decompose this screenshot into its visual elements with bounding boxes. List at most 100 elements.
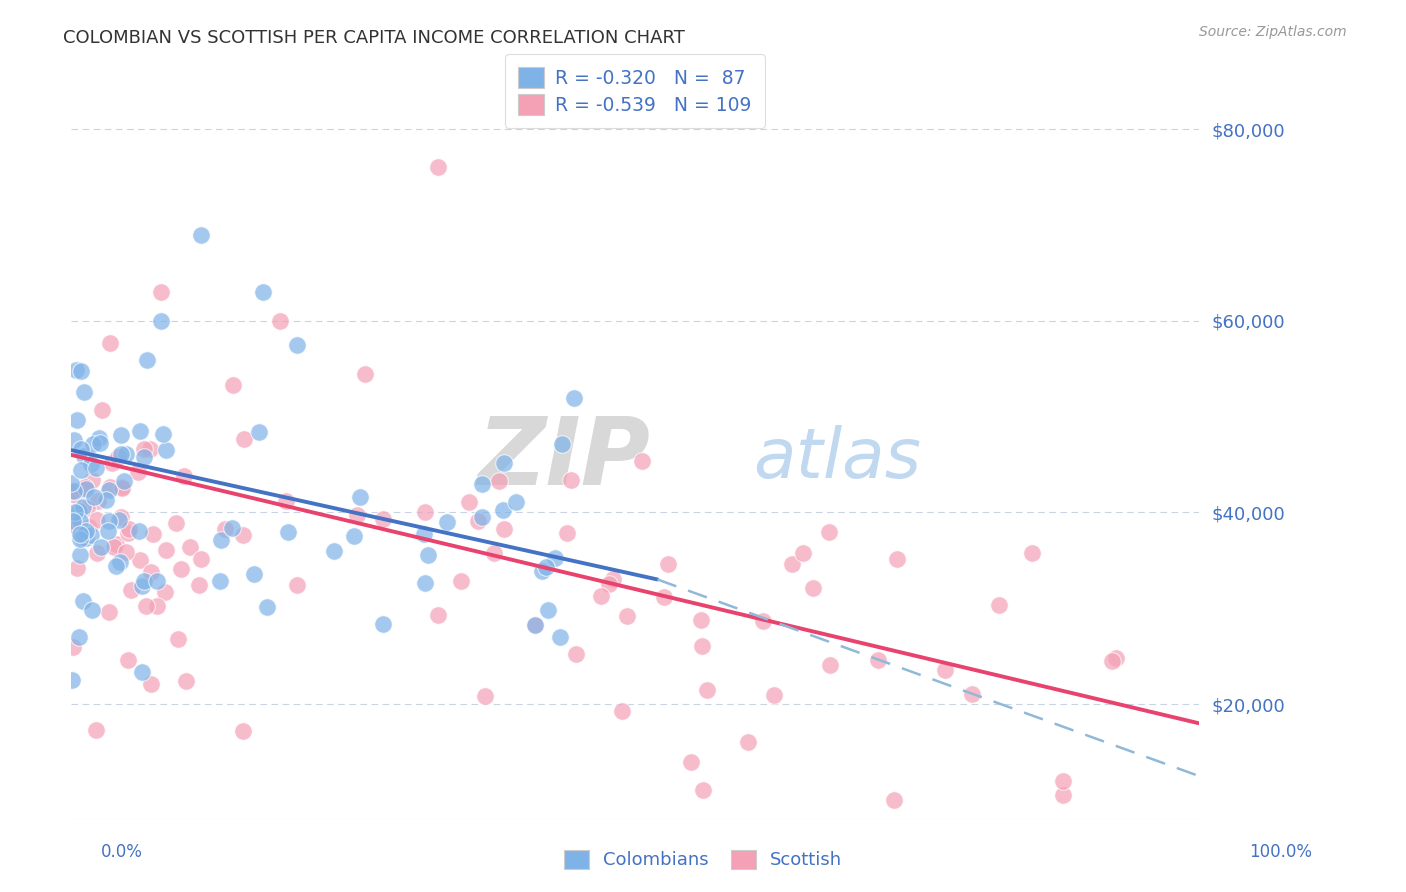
- Point: [152, 426, 174, 441]
- Point: [83, 490, 105, 504]
- Point: [84, 460, 107, 475]
- Point: [488, 474, 510, 488]
- Point: [167, 632, 190, 647]
- Point: [66, 413, 89, 427]
- Point: [80, 602, 103, 616]
- Point: [505, 494, 527, 508]
- Point: [883, 793, 905, 807]
- Point: [108, 555, 131, 569]
- Point: [531, 564, 554, 578]
- Point: [165, 516, 187, 530]
- Point: [221, 521, 243, 535]
- Point: [73, 480, 96, 494]
- Point: [84, 723, 107, 737]
- Point: [416, 548, 439, 562]
- Point: [80, 457, 103, 471]
- Point: [155, 543, 177, 558]
- Point: [69, 548, 91, 562]
- Point: [111, 480, 134, 494]
- Point: [107, 450, 129, 464]
- Point: [657, 557, 679, 571]
- Point: [129, 424, 152, 438]
- Point: [120, 583, 142, 598]
- Point: [222, 378, 245, 392]
- Point: [188, 578, 211, 592]
- Point: [492, 522, 515, 536]
- Point: [75, 482, 97, 496]
- Point: [457, 495, 479, 509]
- Point: [610, 704, 633, 718]
- Point: [343, 529, 366, 543]
- Point: [141, 677, 163, 691]
- Point: [101, 457, 124, 471]
- Point: [108, 513, 131, 527]
- Point: [190, 227, 212, 242]
- Text: Source: ZipAtlas.com: Source: ZipAtlas.com: [1199, 25, 1347, 39]
- Point: [436, 516, 458, 530]
- Point: [233, 432, 256, 446]
- Point: [173, 468, 195, 483]
- Point: [62, 514, 84, 528]
- Point: [62, 434, 84, 448]
- Text: 0.0%: 0.0%: [101, 843, 143, 861]
- Point: [127, 466, 149, 480]
- Text: ZIP: ZIP: [477, 413, 650, 505]
- Point: [90, 402, 112, 417]
- Point: [146, 599, 169, 614]
- Point: [98, 605, 121, 619]
- Text: COLOMBIAN VS SCOTTISH PER CAPITA INCOME CORRELATION CHART: COLOMBIAN VS SCOTTISH PER CAPITA INCOME …: [63, 29, 685, 46]
- Point: [80, 528, 103, 542]
- Point: [110, 509, 132, 524]
- Point: [190, 552, 212, 566]
- Point: [474, 689, 496, 703]
- Point: [76, 500, 98, 515]
- Point: [73, 449, 96, 463]
- Point: [131, 665, 153, 679]
- Point: [67, 504, 90, 518]
- Point: [150, 314, 173, 328]
- Point: [98, 335, 121, 350]
- Point: [544, 551, 567, 566]
- Point: [117, 653, 139, 667]
- Point: [492, 503, 515, 517]
- Point: [690, 639, 713, 653]
- Point: [598, 576, 620, 591]
- Point: [62, 483, 84, 498]
- Point: [110, 447, 132, 461]
- Point: [801, 582, 824, 596]
- Point: [76, 524, 98, 539]
- Point: [70, 364, 93, 378]
- Point: [170, 562, 193, 576]
- Point: [94, 492, 117, 507]
- Point: [97, 524, 120, 538]
- Point: [65, 363, 87, 377]
- Point: [555, 525, 578, 540]
- Point: [562, 391, 585, 405]
- Point: [427, 607, 450, 622]
- Point: [537, 603, 560, 617]
- Point: [155, 584, 177, 599]
- Point: [69, 463, 91, 477]
- Point: [69, 532, 91, 546]
- Point: [524, 617, 547, 632]
- Point: [86, 546, 108, 560]
- Point: [242, 567, 264, 582]
- Point: [934, 663, 956, 677]
- Point: [82, 437, 104, 451]
- Text: atlas: atlas: [754, 425, 921, 492]
- Point: [565, 647, 588, 661]
- Point: [780, 558, 803, 572]
- Point: [131, 579, 153, 593]
- Point: [73, 384, 96, 399]
- Point: [77, 519, 100, 533]
- Point: [1052, 773, 1074, 788]
- Point: [155, 442, 177, 457]
- Point: [146, 574, 169, 589]
- Point: [426, 161, 449, 175]
- Point: [346, 508, 368, 523]
- Point: [589, 590, 612, 604]
- Point: [818, 524, 841, 539]
- Point: [751, 614, 773, 628]
- Point: [174, 674, 197, 689]
- Point: [763, 688, 786, 702]
